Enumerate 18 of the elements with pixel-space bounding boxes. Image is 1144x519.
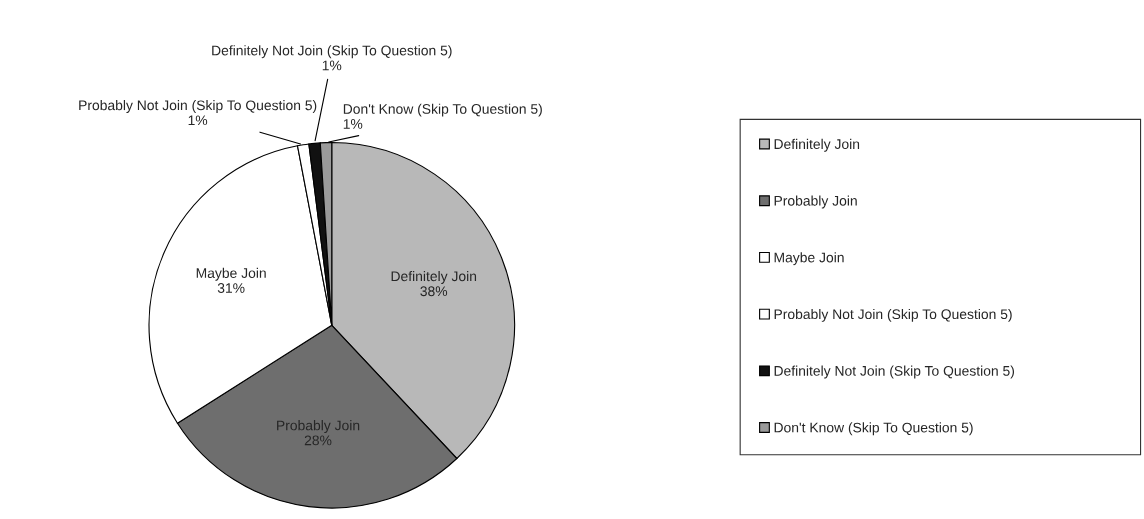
slice-label: Probably Join xyxy=(277,420,360,434)
data-label: 1% xyxy=(343,119,363,129)
legend-label: Definitely Not Join (Skip To Question 5) xyxy=(774,365,1015,379)
data-label: 31% xyxy=(217,283,245,293)
data-label: 1% xyxy=(188,115,208,126)
legend-label: Probably Not Join (Skip To Question 5) xyxy=(774,308,1012,322)
legend-label: Maybe Join xyxy=(774,252,844,266)
data-label: 1% xyxy=(322,60,342,71)
slice-label: Don't Know (Skip To Question 5) xyxy=(343,103,542,117)
legend-label: Definitely Join xyxy=(774,138,860,152)
data-label: 38% xyxy=(420,286,448,297)
slice-label: Probably Not Join (Skip To Question 5) xyxy=(79,100,317,113)
legend-label: Don't Know (Skip To Question 5) xyxy=(774,422,973,436)
slice-label: Maybe Join xyxy=(196,267,266,281)
legend-label: Probably Join xyxy=(774,195,857,209)
slice-label: Definitely Not Join (Skip To Question 5) xyxy=(212,45,452,59)
slice-label: Definitely Join xyxy=(391,270,477,284)
data-label: 28% xyxy=(304,435,332,446)
